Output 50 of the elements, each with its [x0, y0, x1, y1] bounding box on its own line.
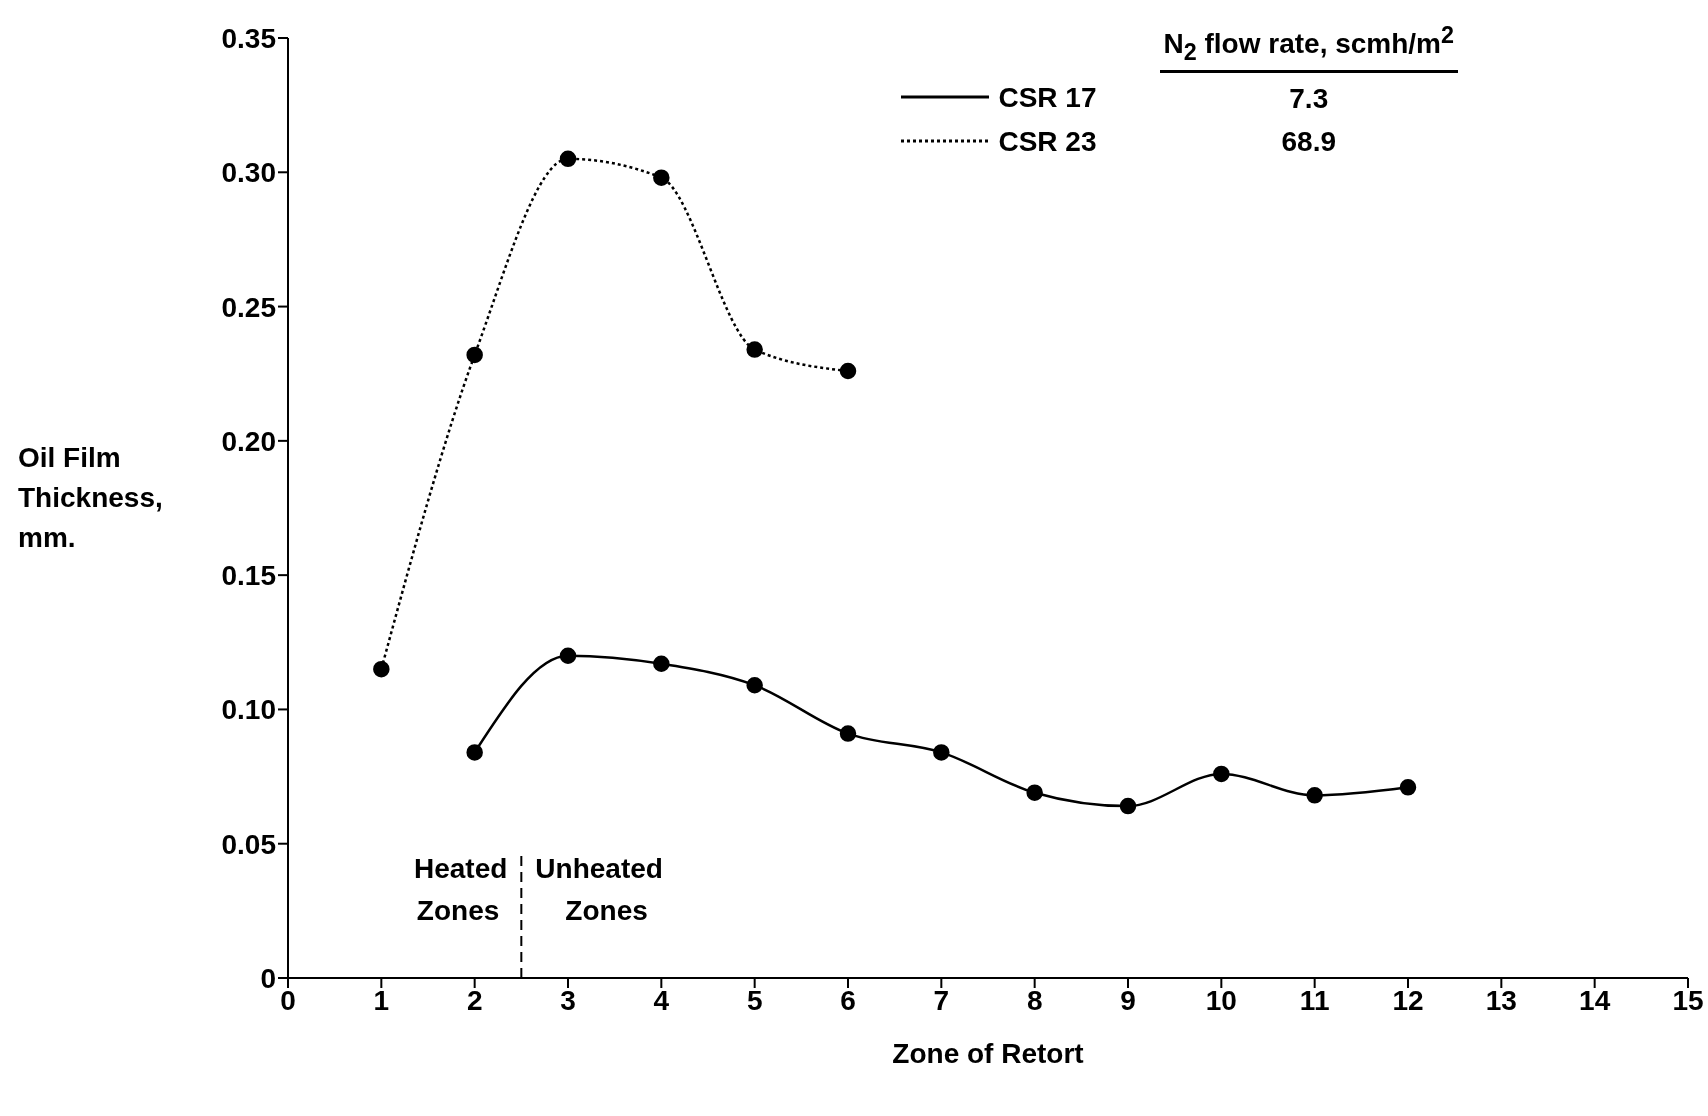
annotation: N$_{2}$ flow rate, scmh/m$^{2}$: [1163, 22, 1454, 65]
legend-label: CSR 23: [997, 124, 1098, 159]
x-tick-label: 9: [1120, 984, 1136, 1016]
x-tick-label: 3: [560, 984, 576, 1016]
x-tick-label: 6: [840, 984, 856, 1016]
point: [466, 346, 483, 364]
y-tick-label: 0.20: [221, 425, 276, 457]
y-axis-title: Oil Film Thickness, mm.: [18, 441, 163, 555]
x-tick-label: 4: [653, 984, 670, 1016]
annotation: 7.3: [1288, 81, 1330, 116]
x-tick-label: 0: [280, 984, 296, 1016]
x-tick-label: 2: [466, 984, 483, 1016]
y-tick-label: 0.05: [221, 828, 276, 860]
x-tick-label: 11: [1299, 984, 1330, 1016]
legend-label: CSR 17: [997, 81, 1098, 116]
point: [746, 341, 763, 358]
y-tick-label: 0.35: [221, 22, 276, 54]
point: [466, 744, 483, 761]
point: [653, 655, 670, 673]
point: [559, 647, 577, 664]
point: [373, 660, 390, 678]
point: [1213, 765, 1230, 783]
point: [653, 169, 670, 186]
x-axis-title: Zone of Retort: [891, 1038, 1085, 1070]
y-tick-label: 0: [260, 962, 276, 994]
x-tick-label: 15: [1672, 984, 1704, 1016]
y-tick-label: 0.15: [221, 560, 276, 592]
point: [559, 150, 577, 168]
point: [933, 744, 950, 761]
x-tick-label: 13: [1485, 984, 1517, 1016]
point: [1399, 779, 1417, 796]
point: [839, 362, 857, 380]
x-tick-label: 5: [746, 984, 763, 1016]
x-tick-label: 7: [933, 984, 950, 1016]
x-tick-label: 10: [1205, 984, 1237, 1016]
x-tick-label: 8: [1026, 984, 1043, 1016]
annotation: 68.9: [1280, 124, 1337, 159]
point: [1306, 787, 1323, 804]
y-tick-label: 0.25: [221, 291, 276, 323]
point: [1026, 784, 1043, 801]
y-tick-label: 0.30: [221, 157, 276, 189]
point: [839, 725, 857, 742]
x-tick-label: 12: [1392, 984, 1424, 1016]
point: [1119, 797, 1137, 815]
annotation: Unheated Zones: [535, 852, 663, 926]
x-tick-label: 14: [1579, 984, 1611, 1016]
y-tick-label: 0.10: [221, 694, 276, 726]
annotation: Heated Zones: [413, 852, 508, 926]
point: [746, 677, 763, 694]
x-tick-label: 1: [373, 984, 390, 1016]
